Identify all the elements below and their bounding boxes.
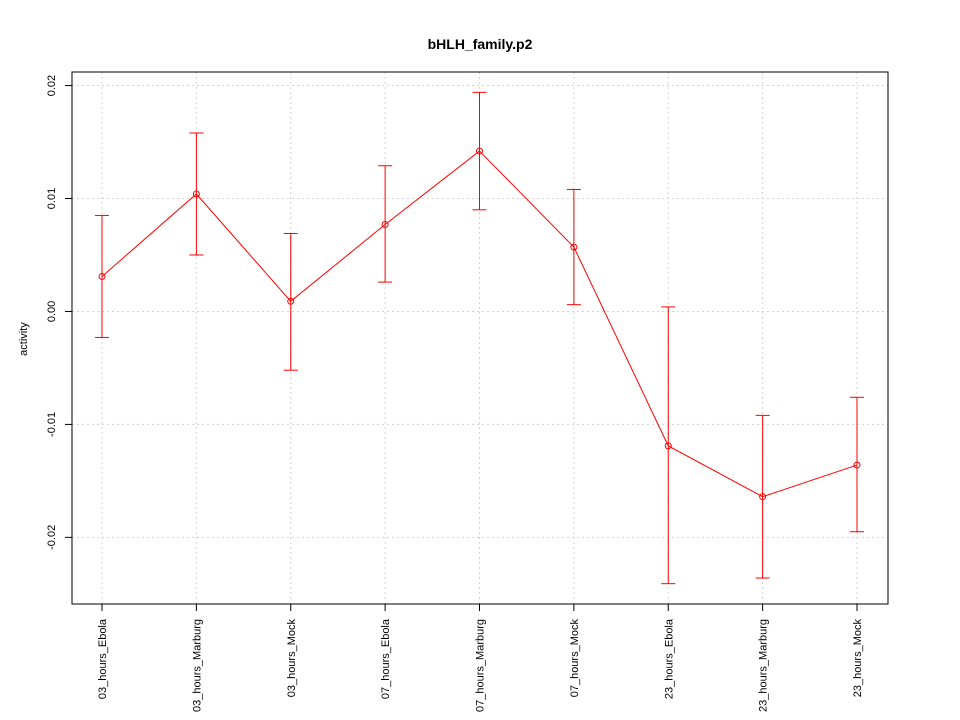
x-tick-label: 03_hours_Mock [286, 619, 298, 698]
x-tick-label: 07_hours_Mock [569, 619, 581, 698]
data-point [570, 243, 578, 251]
series-line [101, 150, 858, 498]
x-tick-label: 23_hours_Mock [852, 619, 864, 698]
chart-title: bHLH_family.p2 [428, 36, 533, 52]
x-tick-label: 23_hours_Marburg [758, 619, 770, 712]
data-point [664, 442, 672, 450]
y-axis-label: activity [18, 322, 30, 356]
x-tick-label: 03_hours_Ebola [97, 618, 109, 699]
x-tick-label: 23_hours_Ebola [663, 618, 675, 699]
plot-frame [71, 71, 889, 605]
x-tick-label: 03_hours_Marburg [191, 619, 203, 712]
data-point [853, 461, 861, 469]
x-tick-label: 07_hours_Marburg [475, 619, 487, 712]
x-tick-label: 07_hours_Ebola [380, 618, 392, 699]
data-point [98, 272, 106, 280]
x-axis: 03_hours_Ebola 03_hours_Marburg 03_hours_M… [97, 603, 864, 712]
y-tick-label: -0.01 [46, 412, 58, 437]
error-bar [850, 396, 864, 533]
data-point [192, 190, 200, 198]
data-point [287, 297, 295, 305]
y-tick-label: -0.02 [46, 525, 58, 550]
y-tick-label: 0.02 [46, 75, 58, 96]
data-point [759, 493, 767, 501]
y-tick-label: 0.01 [46, 188, 58, 209]
y-tick-label: 0.00 [46, 301, 58, 322]
data-point [381, 220, 389, 228]
data-point [476, 147, 483, 155]
y-axis: -0.02 -0.01 0.00 0.01 0.02 [46, 75, 73, 550]
series-layer [95, 91, 864, 585]
